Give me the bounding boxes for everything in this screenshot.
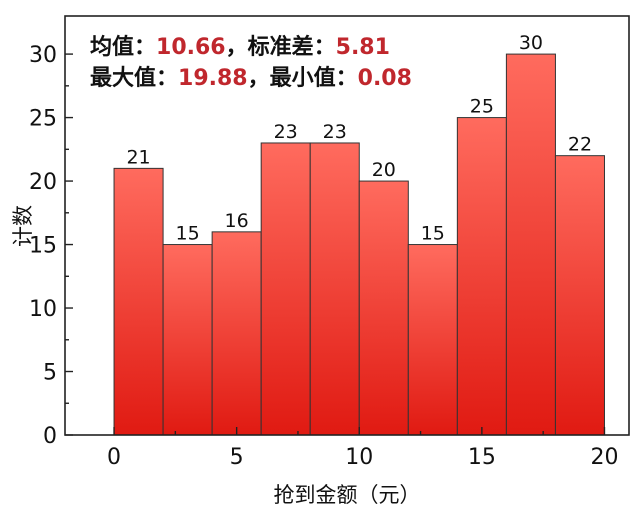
histogram-bar [113,167,164,436]
y-tick-label: 10 [29,297,57,322]
histogram-bar [554,155,605,436]
separator: ， [248,66,270,91]
separator: ， [226,35,248,60]
x-tick-label: 15 [468,445,496,470]
std-value: 5.81 [336,35,390,60]
x-tick-label: 0 [107,445,121,470]
y-tick-label: 0 [43,424,57,449]
y-axis-title: 计数 [11,205,35,247]
bar-value-label: 23 [323,121,347,143]
min-value: 0.08 [358,66,412,91]
bar-value-label: 15 [421,223,445,245]
bar-value-label: 23 [274,121,298,143]
bar-value-label: 16 [225,210,249,232]
x-tick-label: 5 [230,445,244,470]
plot-frame [64,15,630,436]
y-tick-label: 15 [29,234,57,259]
bar-value-label: 21 [126,146,150,168]
x-tick-label: 10 [345,445,373,470]
bar-value-label: 22 [568,134,592,156]
x-tick-label: 20 [590,445,618,470]
axis-ticks-group: 0 5 10 15 20 0 5 10 15 20 25 30 [29,43,618,470]
bars-group [113,53,605,436]
x-axis-title: 抢到金额（元） [274,483,421,507]
y-tick-label: 20 [29,170,57,195]
histogram-bar [309,142,360,436]
y-tick-label: 25 [29,107,57,132]
histogram-bar [407,244,458,436]
histogram-bar [456,117,507,436]
stats-line-2: 最大值：19.88，最小值：0.08 [90,65,412,91]
y-tick-label: 30 [29,43,57,68]
min-label: 最小值： [270,65,358,91]
bar-value-label: 30 [519,32,543,54]
std-label: 标准差： [248,34,336,60]
histogram-bar [211,231,262,436]
bar-value-label: 20 [372,159,396,181]
stats-line-1: 均值：10.66，标准差：5.81 [90,34,390,60]
max-value: 19.88 [178,66,248,91]
histogram-bar [162,244,213,436]
histogram-bar [358,180,409,436]
histogram-bar [260,142,311,436]
mean-label: 均值： [90,34,156,60]
bar-value-label: 15 [176,223,200,245]
max-label: 最大值： [90,65,178,91]
bar-labels-group: 21 15 16 23 23 20 15 25 30 22 [126,32,592,244]
mean-value: 10.66 [156,35,226,60]
bar-value-label: 25 [470,96,494,118]
histogram-bar [505,53,556,436]
y-tick-label: 5 [43,361,57,386]
